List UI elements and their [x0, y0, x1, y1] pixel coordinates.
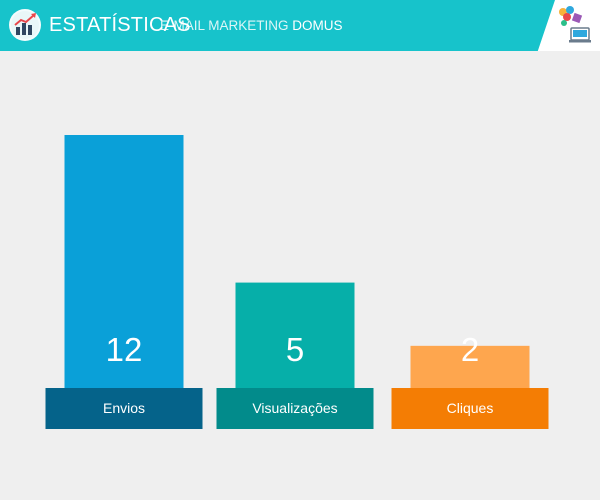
category-label-box [45, 388, 203, 429]
subtitle-brand: DOMUS [292, 18, 343, 33]
category-label: Cliques [447, 400, 494, 416]
category-label-box [391, 388, 549, 429]
bar-chart-trend-icon [9, 9, 41, 41]
category-label-box [216, 388, 374, 429]
subtitle-prefix: E-MAIL MARKETING [160, 18, 289, 33]
page-title: ESTATÍSTICAS [49, 14, 191, 36]
value-label: 2 [461, 331, 479, 368]
page-subtitle: E-MAIL MARKETING DOMUS [160, 18, 343, 34]
header-band [0, 0, 555, 51]
bar-envios [64, 135, 184, 388]
value-label: 12 [106, 331, 143, 368]
domus-brand-logo [559, 6, 591, 43]
header-bar: ESTATÍSTICAS E-MAIL MARKETING DOMUS [0, 0, 600, 51]
bar-visualizações [235, 282, 355, 388]
category-label: Visualizações [252, 400, 337, 416]
category-label: Envios [103, 400, 145, 416]
value-label: 5 [286, 331, 304, 368]
bar-cliques [410, 345, 530, 388]
